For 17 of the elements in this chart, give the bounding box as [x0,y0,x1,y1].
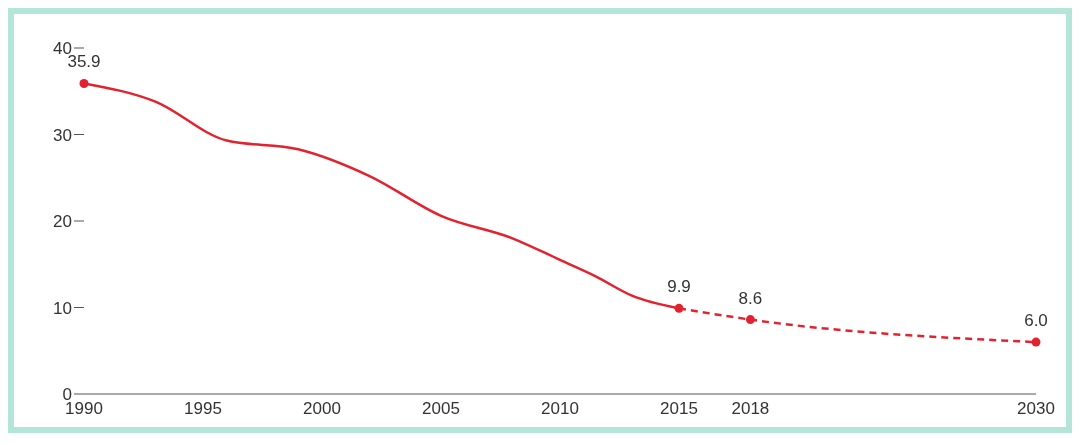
point [674,303,684,313]
point [79,78,89,88]
x-tick-label: 2030 [1017,399,1055,419]
x-tick-label: 2015 [660,399,698,419]
point [745,315,755,325]
y-tick-label: 30 [53,125,72,145]
x-tick-label: 2018 [731,399,770,419]
x-tick-label: 1995 [184,399,222,419]
y-tick-label: 10 [53,298,72,318]
point [1031,337,1041,347]
data-label: 6.0 [1024,311,1048,331]
x-tick-label: 2005 [422,399,460,419]
y-tick-label: 20 [53,212,72,232]
data-label: 8.6 [738,288,763,308]
data-label: 9.9 [667,277,691,297]
x-tick-label: 2000 [303,399,341,419]
x-tick-label: 2010 [541,399,579,419]
